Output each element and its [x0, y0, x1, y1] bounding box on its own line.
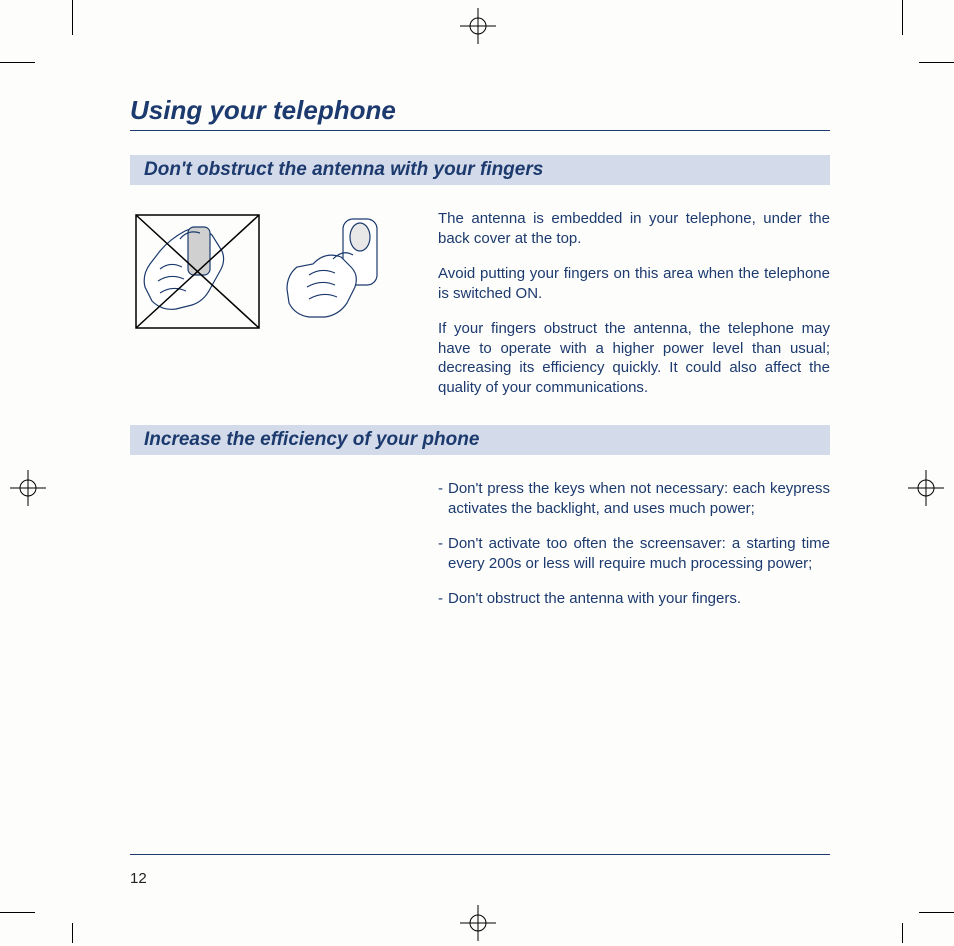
registration-mark-icon [10, 470, 46, 506]
section-title: Don't obstruct the antenna with your fin… [144, 159, 816, 181]
section-title: Increase the efficiency of your phone [144, 429, 816, 451]
crop-mark [0, 62, 35, 63]
list-item: - Don't activate too often the screensav… [438, 534, 830, 573]
crop-mark [919, 912, 954, 913]
section-1-content: The antenna is embedded in your telephon… [130, 209, 830, 397]
section-2-text: - Don't press the keys when not necessar… [438, 479, 830, 625]
list-dash: - [438, 534, 448, 573]
list-dash: - [438, 589, 448, 609]
list-text: Don't press the keys when not necessary:… [448, 479, 830, 518]
chapter-title: Using your telephone [130, 95, 830, 126]
section-heading-bar: Don't obstruct the antenna with your fin… [130, 155, 830, 185]
crop-mark [902, 923, 903, 943]
crop-mark [72, 923, 73, 943]
list-item: - Don't press the keys when not necessar… [438, 479, 830, 518]
registration-mark-icon [908, 470, 944, 506]
page-number: 12 [130, 870, 147, 887]
paragraph: The antenna is embedded in your telephon… [438, 209, 830, 248]
list-item: - Don't obstruct the antenna with your f… [438, 589, 830, 609]
crop-mark [0, 912, 35, 913]
list-dash: - [438, 479, 448, 518]
paragraph: If your fingers obstruct the antenna, th… [438, 319, 830, 397]
paragraph: Avoid putting your fingers on this area … [438, 264, 830, 303]
list-text: Don't obstruct the antenna with your fin… [448, 589, 830, 609]
page-content: Using your telephone Don't obstruct the … [130, 95, 830, 855]
correct-grip-illustration [273, 209, 408, 334]
crop-mark [902, 0, 903, 35]
illustration-column-empty [130, 479, 420, 625]
list-text: Don't activate too often the screensaver… [448, 534, 830, 573]
chapter-rule [130, 130, 830, 131]
crop-mark [919, 62, 954, 63]
wrong-grip-illustration [130, 209, 265, 334]
section-1-text: The antenna is embedded in your telephon… [438, 209, 830, 397]
section-2-content: - Don't press the keys when not necessar… [130, 479, 830, 625]
crop-mark [72, 0, 73, 35]
registration-mark-icon [460, 905, 496, 941]
section-heading-bar: Increase the efficiency of your phone [130, 425, 830, 455]
registration-mark-icon [460, 8, 496, 44]
illustration-column [130, 209, 420, 397]
